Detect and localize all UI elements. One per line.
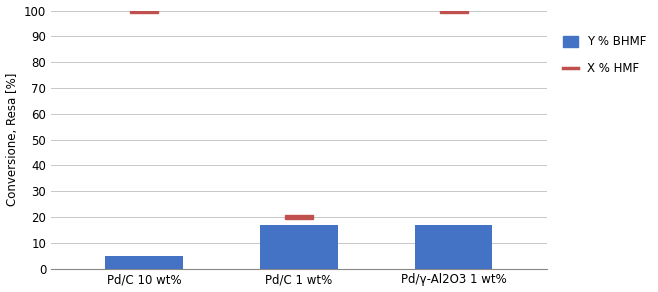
Legend: Y % BHMF, X % HMF: Y % BHMF, X % HMF (557, 29, 652, 81)
Bar (130, 8, 158, 13)
Bar (105, 256, 183, 269)
Bar (260, 225, 338, 269)
Bar (440, 8, 468, 13)
Bar (285, 215, 313, 219)
Bar (415, 225, 492, 269)
Y-axis label: Conversione, Resa [%]: Conversione, Resa [%] (5, 73, 18, 206)
